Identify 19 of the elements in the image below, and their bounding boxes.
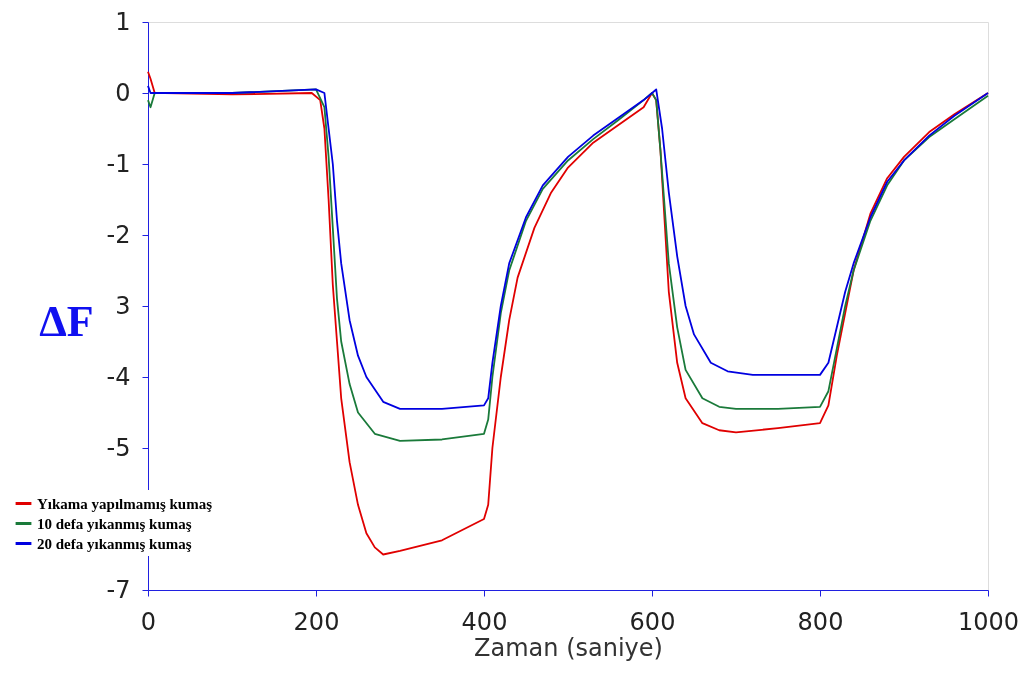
x-tick-label: 400 xyxy=(461,607,508,636)
x-tick-label: 1000 xyxy=(957,607,1020,636)
x-tick-label: 800 xyxy=(797,607,844,636)
legend-label: 10 defa yıkanmış kumaş xyxy=(37,515,192,532)
y-tick-label: -5 xyxy=(106,433,131,462)
y-axis-title: ΔF xyxy=(39,296,94,346)
y-tick-label: -1 xyxy=(106,149,131,178)
x-tick-label: 0 xyxy=(140,607,157,636)
y-tick-label: -4 xyxy=(106,362,131,391)
x-axis-title: Zaman (saniye) xyxy=(474,633,663,662)
y-tick-label: 3 xyxy=(115,291,131,320)
legend-label: Yıkama yapılmamış kumaş xyxy=(37,495,213,512)
x-tick-label: 200 xyxy=(293,607,340,636)
x-tick-label: 600 xyxy=(629,607,676,636)
y-tick-label: 1 xyxy=(115,7,131,36)
y-tick-label: -2 xyxy=(106,220,131,249)
y-tick-label: -7 xyxy=(106,575,131,604)
legend-label: 20 defa yıkanmış kumaş xyxy=(37,535,192,552)
y-tick-label: 0 xyxy=(115,78,131,107)
